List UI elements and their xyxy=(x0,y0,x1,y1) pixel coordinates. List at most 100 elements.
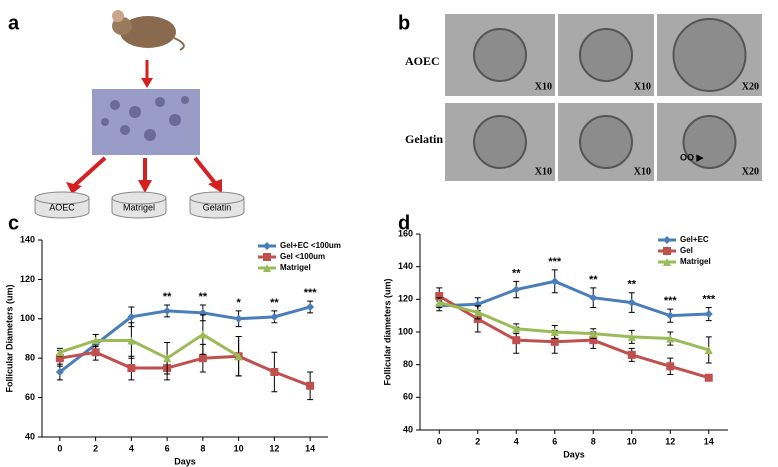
y-axis-label: Follicular diameters (um) xyxy=(382,278,392,385)
mouse xyxy=(112,10,185,51)
y-tick-label: 60 xyxy=(25,392,35,402)
series-line xyxy=(438,301,710,352)
follicle xyxy=(473,115,527,169)
point xyxy=(127,312,136,321)
dish-label: AOEC xyxy=(49,202,75,212)
panel-label: d xyxy=(398,212,410,234)
point xyxy=(512,336,521,345)
x-tick-label: 8 xyxy=(200,443,205,453)
point xyxy=(91,348,100,357)
point xyxy=(234,352,243,361)
panel-label: a xyxy=(8,12,20,34)
point xyxy=(627,332,636,341)
x-tick-label: 6 xyxy=(552,436,557,446)
y-tick-label: 100 xyxy=(398,326,413,336)
x-tick-label: 8 xyxy=(591,436,596,446)
x-tick-label: 10 xyxy=(234,443,244,453)
point xyxy=(306,302,315,311)
significance: *** xyxy=(304,287,318,299)
point xyxy=(550,277,559,286)
magnification: X10 xyxy=(634,81,651,92)
follicle xyxy=(473,28,527,82)
y-tick-label: 160 xyxy=(398,228,413,238)
legend-label: Gel <100um xyxy=(280,252,325,261)
point xyxy=(663,247,671,255)
y-tick-label: 60 xyxy=(403,392,413,402)
point xyxy=(163,354,172,363)
point xyxy=(263,242,271,250)
y-tick-label: 120 xyxy=(398,294,413,304)
point xyxy=(663,258,671,266)
follicle xyxy=(672,18,747,92)
y-tick-label: 80 xyxy=(403,359,413,369)
y-tick-label: 140 xyxy=(20,234,35,244)
point xyxy=(234,314,243,323)
point xyxy=(512,324,521,333)
point xyxy=(270,312,279,321)
dish-label: Gelatin xyxy=(203,202,232,212)
point xyxy=(198,354,207,363)
dish xyxy=(34,191,245,219)
significance: *** xyxy=(702,293,716,305)
point xyxy=(589,329,598,338)
x-tick-label: 12 xyxy=(665,436,675,446)
legend-label: Gel+EC <100um xyxy=(280,241,341,250)
point xyxy=(163,306,172,315)
y-tick-label: 120 xyxy=(20,274,35,284)
x-tick-label: 10 xyxy=(627,436,637,446)
legend-label: Gel+EC xyxy=(680,235,709,244)
series-line xyxy=(439,279,709,318)
point xyxy=(704,310,713,319)
point xyxy=(263,264,271,272)
x-tick-label: 2 xyxy=(475,436,480,446)
follicle xyxy=(579,28,633,82)
series-line xyxy=(438,294,710,380)
point xyxy=(627,350,636,359)
y-axis-label: Follicular Diameters (um) xyxy=(4,284,14,392)
y-tick-label: 80 xyxy=(25,353,35,363)
x-axis-label: Days xyxy=(174,456,196,466)
y-tick-label: 40 xyxy=(25,431,35,441)
point xyxy=(306,381,315,390)
magnification: X20 xyxy=(742,166,759,177)
point xyxy=(704,345,713,354)
point xyxy=(666,334,675,343)
series-line xyxy=(59,332,240,360)
point xyxy=(666,311,675,320)
point xyxy=(704,373,713,382)
point xyxy=(127,336,136,345)
series-line xyxy=(59,350,311,388)
point xyxy=(589,293,598,302)
point xyxy=(550,328,559,336)
row-label: Gelatin xyxy=(405,132,443,146)
legend-label: Matrigel xyxy=(680,257,711,266)
significance: *** xyxy=(664,295,678,307)
y-tick-label: 40 xyxy=(403,424,413,434)
x-tick-label: 4 xyxy=(129,443,134,453)
point xyxy=(263,253,271,261)
marker-label: OO ▶ xyxy=(680,152,705,162)
significance: ** xyxy=(627,279,636,291)
point xyxy=(435,298,444,307)
panel-label: c xyxy=(8,212,19,234)
follicle xyxy=(579,115,633,169)
significance: ** xyxy=(199,291,208,303)
x-tick-label: 2 xyxy=(93,443,98,453)
x-tick-label: 0 xyxy=(437,436,442,446)
point xyxy=(55,348,64,357)
point xyxy=(473,308,482,317)
point xyxy=(55,367,64,376)
x-tick-label: 0 xyxy=(57,443,62,453)
point xyxy=(270,367,279,376)
significance: * xyxy=(236,297,241,309)
point xyxy=(127,364,136,373)
magnification: X20 xyxy=(742,81,759,92)
x-tick-label: 4 xyxy=(514,436,519,446)
significance: ** xyxy=(270,297,279,309)
legend-label: Gel xyxy=(680,246,693,255)
significance: ** xyxy=(163,291,172,303)
significance: ** xyxy=(512,267,521,279)
x-tick-label: 14 xyxy=(704,436,714,446)
significance: ** xyxy=(589,274,598,286)
